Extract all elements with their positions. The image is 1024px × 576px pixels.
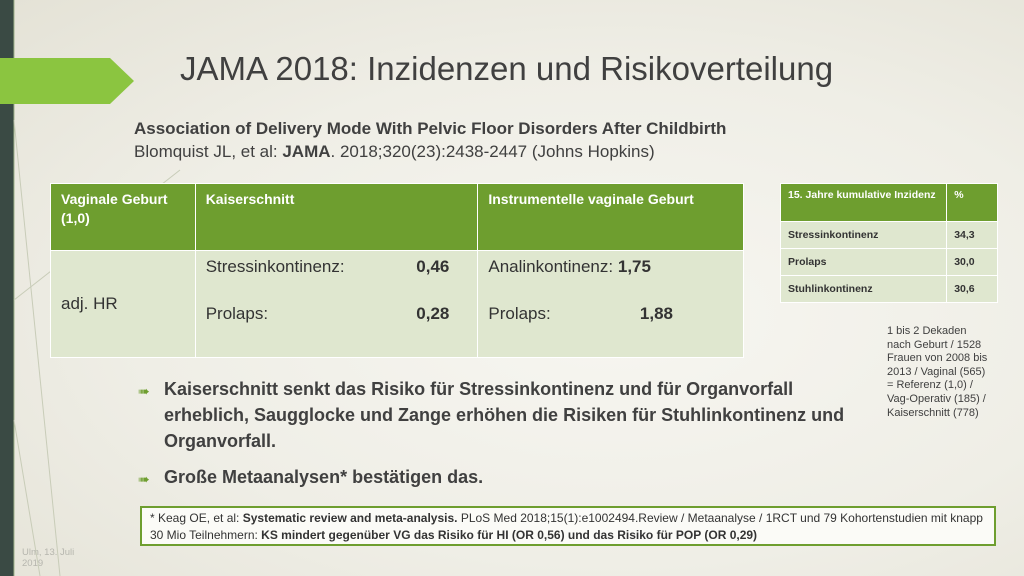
hr-label: Prolaps: <box>205 304 269 323</box>
hr-label: Stressinkontinenz: <box>205 257 345 276</box>
bullet-text: Große Metaanalysen* bestätigen das. <box>164 467 484 487</box>
footnote-authors: * Keag OE, et al: <box>150 511 243 525</box>
bullet-list: ➠ Kaiserschnitt senkt das Risiko für Str… <box>138 376 878 500</box>
footnote-details: PLoS Med 2018;15(1):e1002494.Review / Me… <box>150 511 983 542</box>
header-incidence: 15. Jahre kumulative Inzidenz <box>779 183 948 222</box>
row-label: Stressinkontinenz <box>779 221 948 249</box>
note-line: Kaiserschnitt (778) <box>887 406 979 419</box>
cell-instrumentell: Analinkontinenz: 1,75 Prolaps: 1,88 <box>477 250 744 358</box>
slide-date: Ulm, 13. Juli 2019 <box>22 547 75 569</box>
hr-entry: Prolaps: 1,88 <box>488 304 733 351</box>
hr-value: 0,28 <box>416 304 450 323</box>
row-label: adj. HR <box>50 250 196 358</box>
table-row: adj. HR Stressinkontinenz: 0,46 Prolaps:… <box>50 250 744 358</box>
reference-citation: Blomquist JL, et al: JAMA. 2018;320(23):… <box>134 142 655 162</box>
cell-kaiserschnitt: Stressinkontinenz: 0,46 Prolaps: 0,28 <box>194 250 479 358</box>
hr-label: Analinkontinenz: <box>488 257 614 276</box>
hr-value: 1,75 <box>617 257 651 276</box>
bullet-text: Kaiserschnitt senkt das Risiko für Stres… <box>164 379 845 451</box>
note-line: 1 bis 2 Dekaden <box>887 325 967 337</box>
hr-value: 1,88 <box>639 304 673 323</box>
table-row: Stuhlinkontinenz 30,6 <box>779 275 998 303</box>
header-instrumentell: Instrumentelle vaginale Geburt <box>477 183 744 251</box>
note-line: Vag-Operativ (185) / <box>887 392 986 405</box>
row-value: 30,0 <box>946 248 998 276</box>
page-title: JAMA 2018: Inzidenzen und Risikoverteilu… <box>180 50 834 87</box>
arrow-right-icon: ➠ <box>138 383 150 399</box>
hr-label: Prolaps: <box>488 304 551 323</box>
table-row: Stressinkontinenz 34,3 <box>779 221 998 249</box>
hr-entry: Prolaps: 0,28 <box>206 304 468 351</box>
bullet-item: ➠ Große Metaanalysen* bestätigen das. <box>138 464 878 490</box>
row-value: 34,3 <box>946 221 998 249</box>
footnote-conclusion: KS mindert gegenüber VG das Risiko für H… <box>261 528 758 542</box>
footnote-study-type: Systematic review and meta-analysis. <box>242 511 458 525</box>
table-header-row: Vaginale Geburt (1,0) Kaiserschnitt Inst… <box>50 183 744 251</box>
bullet-item: ➠ Kaiserschnitt senkt das Risiko für Str… <box>138 376 878 454</box>
header-vaginal: Vaginale Geburt (1,0) <box>50 183 196 251</box>
hr-entry: Stressinkontinenz: 0,46 <box>206 257 468 304</box>
table-header-row: 15. Jahre kumulative Inzidenz % <box>779 183 998 222</box>
row-label: Stuhlinkontinenz <box>779 275 948 303</box>
hr-value: 0,46 <box>416 257 450 276</box>
reference-details: . 2018;320(23):2438-2447 (Johns Hopkins) <box>330 142 655 161</box>
note-line: 2013 / Vaginal (565) <box>887 365 986 378</box>
row-label: Prolaps <box>779 248 948 276</box>
note-line: Frauen von 2008 bis <box>887 352 988 365</box>
table-row: Prolaps 30,0 <box>779 248 998 276</box>
left-stripe <box>0 0 14 576</box>
note-line: nach Geburt / 1528 <box>887 338 982 351</box>
incidence-table: 15. Jahre kumulative Inzidenz % Stressin… <box>779 183 998 303</box>
note-line: = Referenz (1,0) / <box>887 379 973 392</box>
reference-authors: Blomquist JL, et al: <box>134 142 283 161</box>
title-flag-shape <box>0 58 134 104</box>
study-note: 1 bis 2 Dekaden nach Geburt / 1528 Fraue… <box>887 325 1017 420</box>
hr-entry: Analinkontinenz: 1,75 <box>488 257 733 304</box>
reference-journal: JAMA <box>282 142 331 161</box>
header-kaiserschnitt: Kaiserschnitt <box>194 183 479 251</box>
arrow-right-icon: ➠ <box>138 471 150 487</box>
row-value: 30,6 <box>946 275 998 303</box>
footnote-box: * Keag OE, et al: Systematic review and … <box>140 506 996 546</box>
hazard-ratio-table: Vaginale Geburt (1,0) Kaiserschnitt Inst… <box>50 183 744 358</box>
reference-title: Association of Delivery Mode With Pelvic… <box>134 119 727 138</box>
header-percent: % <box>946 183 998 222</box>
